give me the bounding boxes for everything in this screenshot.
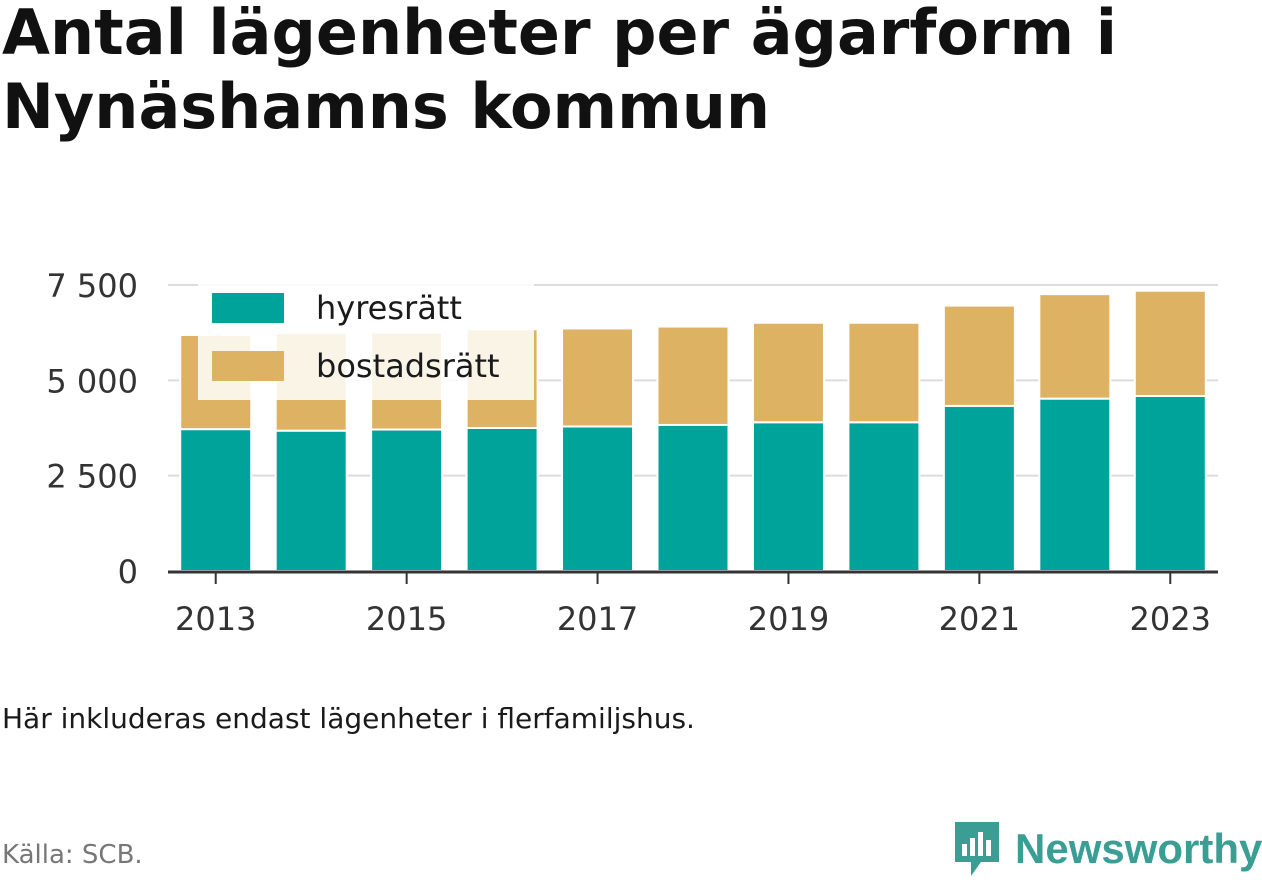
x-tick-label: 2019 [748,600,829,638]
bar-hyresratt [465,427,539,572]
source-text: Källa: SCB. [2,840,143,870]
x-tick-label: 2021 [939,600,1020,638]
x-tick-label: 2017 [557,600,638,638]
x-tick-label: 2013 [175,600,256,638]
chart-note: Här inkluderas endast lägenheter i flerf… [2,702,695,735]
bar-hyresratt [370,428,444,572]
brand-name: Newsworthy [1015,825,1262,872]
y-tick-label: 7 500 [46,267,138,305]
bar-hyresratt [847,421,921,572]
y-tick-label: 5 000 [46,362,138,400]
bar-bostadsratt [1133,289,1207,397]
newsworthy-logo: Newsworthy [951,818,1262,880]
newsworthy-logo-icon [955,822,999,876]
bar-hyresratt [656,423,730,572]
x-tick-label: 2023 [1130,600,1211,638]
bar-hyresratt [1038,397,1112,572]
legend-label: hyresrätt [316,289,462,327]
stacked-bar-chart: 0 2 500 5 000 7 500 2013 2015 2017 2019 2021 2023… [46,267,1218,638]
bar-hyresratt [179,428,253,573]
legend-label: bostadsrätt [316,347,500,385]
chart-title-line-2: Nynäshamns kommun [2,70,771,143]
y-tick-label: 2 500 [46,458,138,496]
bar-bostadsratt [1038,293,1112,400]
bar-bostadsratt [847,321,921,424]
y-tick-label: 0 [118,553,138,591]
bar-bostadsratt [656,325,730,426]
bar-hyresratt [942,404,1016,572]
bar-hyresratt [751,421,825,572]
legend-swatch [212,351,284,381]
bar-hyresratt [274,429,348,573]
chart-title: Antal lägenheter per ägarform i Nynäsham… [2,0,1252,144]
bar-bostadsratt [942,304,1016,407]
bar-hyresratt [1133,394,1207,572]
legend-swatch [212,293,284,323]
bar-bostadsratt [561,327,635,428]
chart-title-line-1: Antal lägenheter per ägarform i [2,0,1117,69]
bar-bostadsratt [751,321,825,424]
x-tick-label: 2015 [366,600,447,638]
bar-hyresratt [561,425,635,572]
